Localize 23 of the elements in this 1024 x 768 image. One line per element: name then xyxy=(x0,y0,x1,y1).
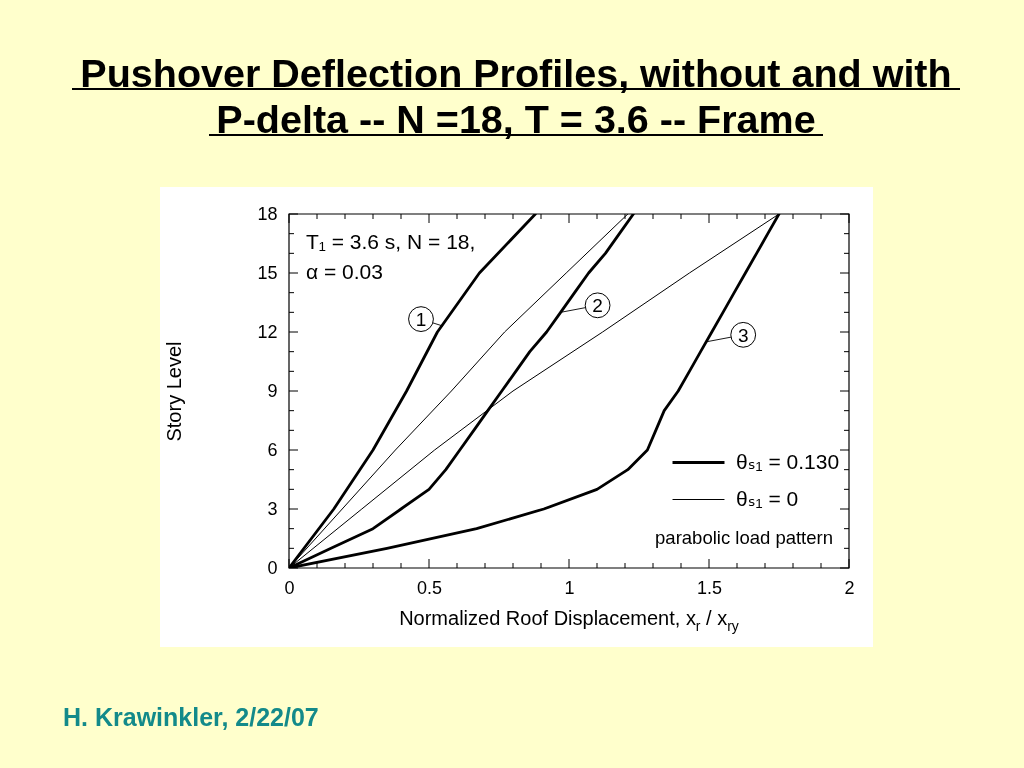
x-tick-label: 0 xyxy=(284,577,295,598)
legend-label: θₛ₁ = 0.130 xyxy=(736,449,840,473)
annotation: 1 xyxy=(415,309,427,331)
y-tick-label: 15 xyxy=(257,262,278,283)
y-tick-label: 9 xyxy=(267,380,278,401)
x-tick-label: 0.5 xyxy=(416,577,443,598)
chart-title: Pushover Deflection Profiles, without and with P-delta -- N =18, T = 3.6 -- Frame xyxy=(80,50,952,141)
y-axis-title: Story Level xyxy=(163,341,186,442)
annotation: α = 0.03 xyxy=(306,260,383,283)
y-tick-label: 18 xyxy=(257,203,278,224)
text: H. Krawinkler, 2/22/07 xyxy=(63,703,319,731)
x-tick-label: 2 xyxy=(844,577,855,598)
legend-label: θₛ₁ = 0 xyxy=(736,486,799,510)
annotation: parabolic load pattern xyxy=(655,527,833,548)
x-tick-label: 1.5 xyxy=(696,577,723,598)
annotation: 3 xyxy=(737,324,749,346)
y-tick-label: 12 xyxy=(257,321,278,342)
y-tick-label: 6 xyxy=(267,439,278,460)
x-tick-label: 1 xyxy=(564,577,575,598)
annotation: 2 xyxy=(592,295,603,317)
y-tick-label: 3 xyxy=(267,498,278,519)
annotation: T₁ = 3.6 s, N = 18, xyxy=(306,230,476,253)
y-tick-label: 0 xyxy=(267,557,278,578)
